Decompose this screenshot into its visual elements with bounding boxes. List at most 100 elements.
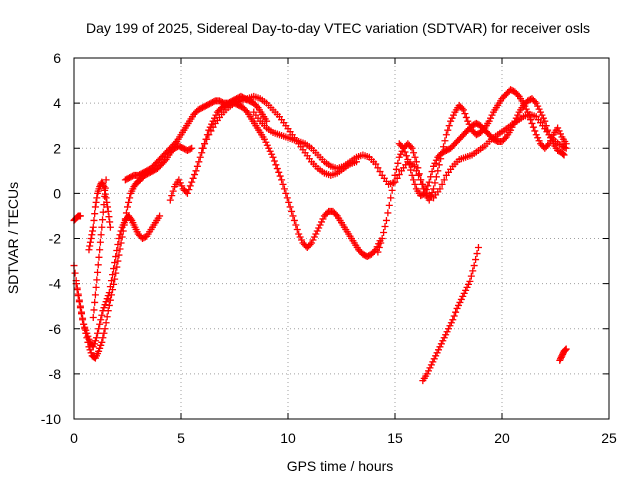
- data-point: [313, 227, 321, 235]
- data-point: [76, 212, 84, 220]
- data-point: [122, 209, 130, 217]
- data-point: [126, 194, 134, 202]
- series-arc-9: [250, 108, 570, 202]
- data-point: [453, 304, 461, 312]
- data-point: [394, 159, 402, 167]
- data-point: [175, 176, 183, 184]
- series-arc-7: [166, 99, 384, 261]
- data-point: [384, 209, 392, 217]
- data-point: [203, 135, 211, 143]
- data-point: [462, 286, 470, 294]
- data-point: [292, 221, 300, 229]
- data-point: [534, 134, 542, 142]
- x-tick-label: 5: [177, 430, 185, 446]
- data-point: [559, 350, 567, 358]
- data-point: [262, 138, 270, 146]
- data-point: [188, 144, 196, 152]
- data-point: [276, 172, 284, 180]
- series-arc-10: [374, 86, 570, 256]
- data-point: [106, 218, 114, 226]
- data-point: [535, 137, 543, 145]
- data-point: [529, 123, 537, 131]
- data-point: [113, 263, 121, 271]
- data-point: [377, 239, 385, 247]
- data-point: [75, 298, 83, 306]
- data-point: [101, 301, 109, 309]
- data-point: [445, 325, 452, 333]
- data-point: [101, 192, 109, 200]
- data-point: [293, 225, 301, 233]
- data-point: [472, 256, 480, 264]
- data-point: [156, 212, 164, 220]
- data-point: [120, 221, 128, 229]
- data-point: [295, 230, 303, 238]
- data-point: [562, 140, 570, 148]
- data-point: [382, 216, 390, 224]
- data-point: [104, 292, 112, 300]
- data-point: [102, 194, 110, 202]
- data-point: [85, 246, 93, 254]
- data-point: [427, 192, 435, 200]
- data-point: [253, 102, 261, 110]
- data-point: [542, 122, 550, 130]
- data-point: [260, 135, 268, 143]
- data-point: [112, 269, 120, 277]
- data-point: [186, 145, 194, 153]
- data-point: [121, 215, 129, 223]
- data-point: [436, 185, 444, 193]
- data-point: [94, 268, 102, 276]
- data-point: [534, 102, 542, 110]
- data-point: [76, 304, 84, 312]
- data-point: [89, 223, 97, 231]
- data-point: [408, 171, 416, 179]
- data-point: [97, 231, 105, 239]
- data-point: [388, 186, 396, 194]
- x-tick-label: 10: [280, 430, 296, 446]
- data-point: [525, 112, 533, 120]
- data-point: [441, 137, 449, 145]
- data-point: [428, 189, 436, 197]
- data-point: [425, 178, 433, 186]
- data-point: [522, 105, 530, 113]
- data-point: [312, 230, 320, 238]
- data-point: [74, 292, 82, 300]
- data-point: [82, 329, 90, 337]
- data-point: [98, 338, 106, 346]
- data-point: [102, 176, 110, 184]
- data-point: [559, 150, 567, 158]
- data-point: [411, 180, 419, 188]
- data-point: [93, 194, 101, 202]
- data-point: [242, 107, 250, 115]
- data-point: [421, 189, 429, 197]
- data-point: [432, 156, 440, 164]
- plot-frame: [73, 57, 610, 420]
- data-point: [428, 168, 436, 176]
- data-point: [410, 149, 418, 157]
- series-arc-6: [121, 92, 271, 184]
- data-point: [99, 180, 107, 188]
- data-point: [105, 213, 113, 221]
- data-point: [559, 150, 567, 158]
- data-point: [431, 179, 439, 187]
- data-point: [405, 161, 413, 169]
- data-point: [111, 259, 119, 267]
- data-point: [538, 111, 546, 119]
- data-point: [125, 198, 133, 206]
- data-point: [436, 343, 444, 351]
- data-point: [464, 117, 472, 125]
- data-point: [86, 242, 94, 250]
- data-point: [412, 158, 420, 166]
- data-point: [514, 111, 522, 119]
- data-point: [473, 250, 481, 258]
- data-point: [298, 236, 306, 244]
- y-tick-label: 6: [53, 50, 61, 66]
- data-point: [112, 253, 120, 261]
- data-point: [448, 114, 456, 122]
- data-point: [269, 153, 277, 161]
- data-point: [185, 186, 193, 194]
- data-point: [501, 134, 509, 142]
- data-point: [561, 346, 569, 354]
- data-point: [280, 185, 288, 193]
- data-point: [308, 239, 316, 247]
